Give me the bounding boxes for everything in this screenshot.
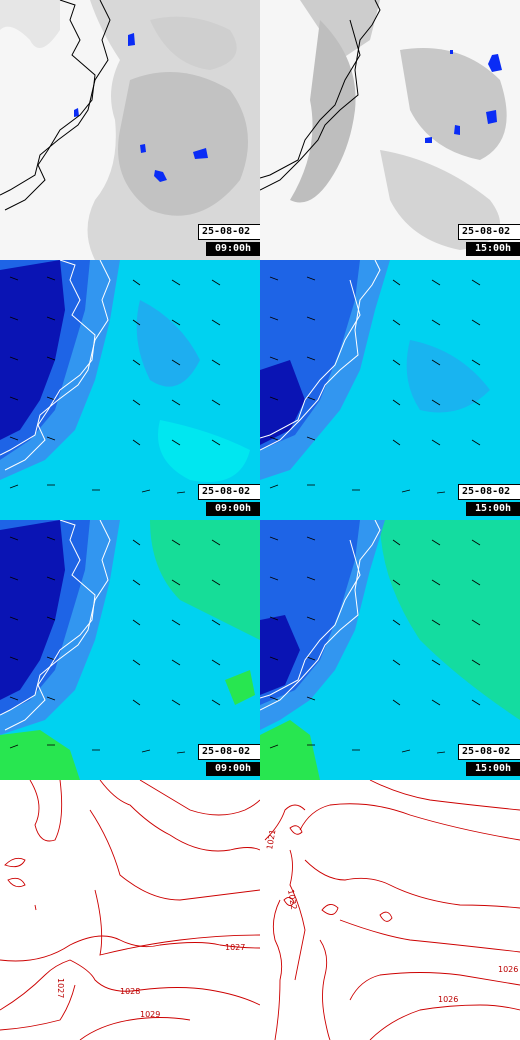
wind-map-svg <box>0 520 260 780</box>
cloud-map-svg <box>260 0 520 260</box>
isobar-label: 1028 <box>120 987 140 996</box>
time-label: 15:00h <box>466 762 520 776</box>
timestamp: 25-08-02 09:00h <box>198 484 260 516</box>
cloud-map-svg <box>0 0 260 260</box>
time-label: 15:00h <box>466 502 520 516</box>
pressure-map-09h: 1028 1027 1029 1027 <box>0 780 260 1040</box>
time-label: 15:00h <box>466 242 520 256</box>
isobar-map-svg: 1028 1027 1029 1027 <box>0 780 260 1040</box>
isobars <box>264 780 520 1040</box>
date-label: 25-08-02 <box>198 224 260 240</box>
wind-map-low-15h: 25-08-02 15:00h <box>260 260 520 520</box>
date-label: 25-08-02 <box>198 484 260 500</box>
timestamp: 25-08-02 09:00h <box>198 224 260 256</box>
isobars <box>0 780 260 1040</box>
wind-map-svg <box>260 260 520 520</box>
time-label: 09:00h <box>206 502 260 516</box>
date-label: 25-08-02 <box>198 744 260 760</box>
wind-map-high-15h: 25-08-02 15:00h <box>260 520 520 780</box>
isobar-label: 1026 <box>498 965 518 974</box>
timestamp: 25-08-02 15:00h <box>458 744 520 776</box>
time-label: 09:00h <box>206 762 260 776</box>
timestamp: 25-08-02 09:00h <box>198 744 260 776</box>
wind-map-high-09h: 25-08-02 09:00h <box>0 520 260 780</box>
wind-arrows <box>269 276 481 494</box>
wind-arrows <box>9 536 221 754</box>
wind-arrows <box>269 536 481 754</box>
isobar-label: 1022 <box>286 889 298 911</box>
pressure-map-15h: 1021 1022 1026 1026 <box>260 780 520 1040</box>
date-label: 25-08-02 <box>458 484 520 500</box>
isobar-label: 1027 <box>56 978 65 998</box>
isobar-label: 1026 <box>438 995 458 1004</box>
cloud-map-15h: 25-08-02 15:00h <box>260 0 520 260</box>
time-label: 09:00h <box>206 242 260 256</box>
wind-map-svg <box>260 520 520 780</box>
cloud-map-09h: 25-08-02 09:00h <box>0 0 260 260</box>
isobar-label: 1021 <box>265 829 277 851</box>
wind-map-low-09h: 25-08-02 09:00h <box>0 260 260 520</box>
timestamp: 25-08-02 15:00h <box>458 224 520 256</box>
date-label: 25-08-02 <box>458 224 520 240</box>
isobar-label: 1029 <box>140 1010 160 1019</box>
date-label: 25-08-02 <box>458 744 520 760</box>
timestamp: 25-08-02 15:00h <box>458 484 520 516</box>
wind-arrows <box>9 276 221 494</box>
wind-map-svg <box>0 260 260 520</box>
isobar-map-svg: 1021 1022 1026 1026 <box>260 780 520 1040</box>
isobar-label: 1027 <box>225 943 245 952</box>
